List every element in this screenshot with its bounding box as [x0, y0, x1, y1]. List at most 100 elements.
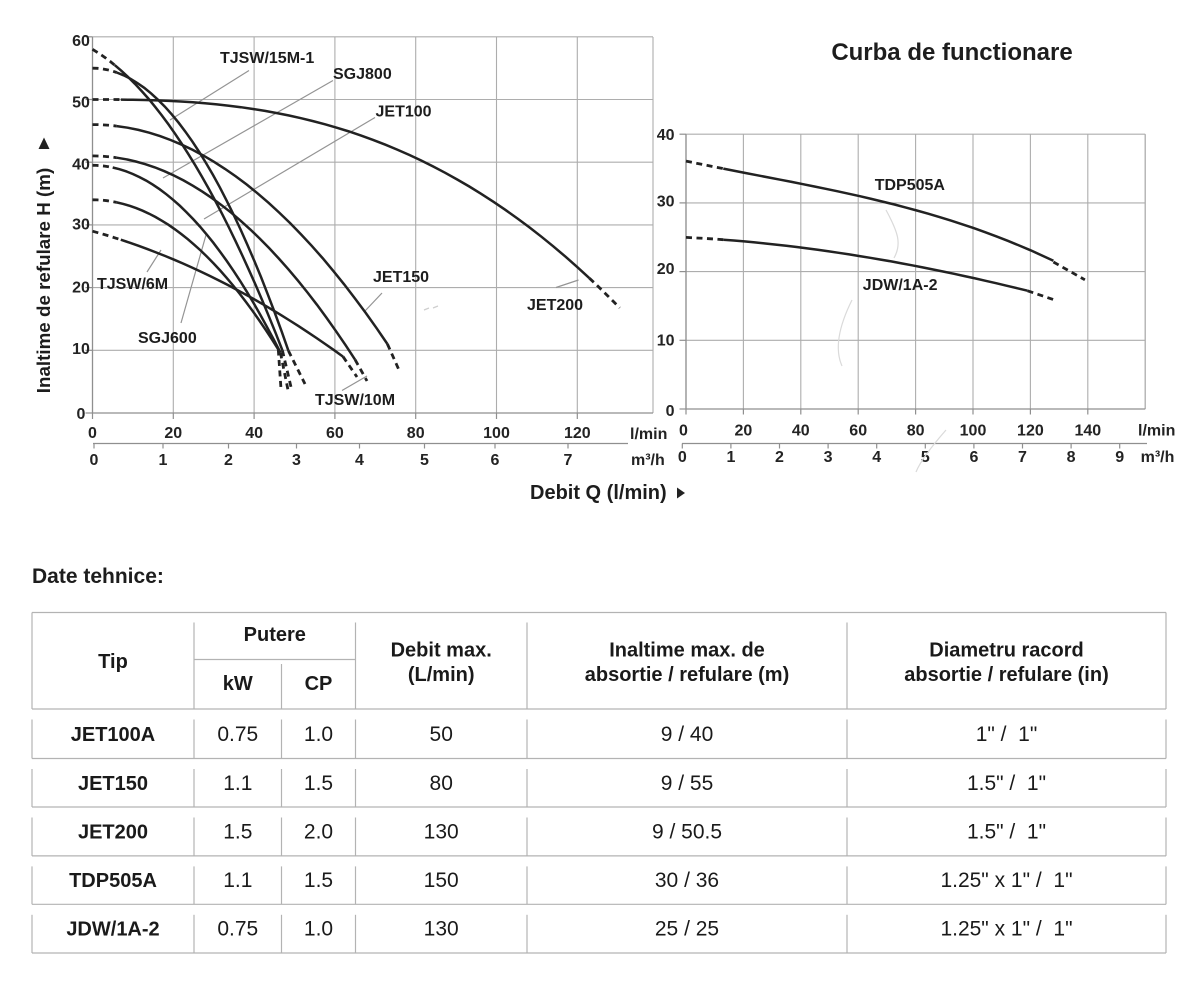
svg-text:CP: CP [305, 673, 333, 695]
svg-text:Inaltime de refulare H (m): Inaltime de refulare H (m) [33, 168, 54, 393]
svg-text:Diametru racord: Diametru racord [929, 640, 1084, 662]
svg-text:1.5: 1.5 [223, 821, 252, 844]
svg-text:9 / 55: 9 / 55 [661, 772, 714, 795]
svg-text:Inaltime max. de: Inaltime max. de [609, 640, 765, 662]
svg-text:40: 40 [657, 127, 675, 144]
svg-text:Tip: Tip [98, 651, 128, 673]
svg-text:9 / 50.5: 9 / 50.5 [652, 821, 722, 844]
svg-text:20: 20 [72, 280, 90, 297]
svg-text:Putere: Putere [244, 624, 306, 646]
svg-text:TJSW/10M: TJSW/10M [315, 392, 395, 409]
svg-text:4: 4 [355, 452, 364, 469]
svg-text:m³/h: m³/h [1141, 449, 1175, 466]
svg-text:0: 0 [77, 406, 86, 423]
svg-text:120: 120 [1017, 423, 1044, 440]
svg-text:JET100: JET100 [376, 104, 432, 121]
svg-text:JDW/1A-2: JDW/1A-2 [66, 919, 159, 941]
svg-text:7: 7 [1018, 449, 1027, 466]
svg-text:5: 5 [921, 449, 930, 466]
svg-text:9 / 40: 9 / 40 [661, 723, 714, 746]
svg-text:0: 0 [678, 449, 687, 466]
svg-text:JET150: JET150 [373, 269, 429, 286]
svg-text:JET200: JET200 [78, 822, 148, 844]
svg-text:80: 80 [430, 772, 453, 795]
svg-text:40: 40 [72, 157, 90, 174]
svg-text:0: 0 [679, 423, 688, 440]
svg-text:JDW/1A-2: JDW/1A-2 [863, 277, 938, 294]
svg-text:TDP505A: TDP505A [875, 177, 946, 194]
svg-text:1.1: 1.1 [223, 772, 252, 795]
svg-text:1.25" x 1" / 1": 1.25" x 1" / 1" [940, 918, 1072, 941]
svg-text:2.0: 2.0 [304, 821, 333, 844]
svg-text:1: 1 [159, 452, 168, 469]
svg-text:0: 0 [88, 425, 97, 442]
svg-text:130: 130 [424, 918, 459, 941]
svg-text:kW: kW [223, 673, 253, 695]
svg-text:0.75: 0.75 [217, 918, 258, 941]
svg-text:20: 20 [657, 261, 675, 278]
svg-text:30 / 36: 30 / 36 [655, 869, 719, 892]
svg-text:1.5: 1.5 [304, 869, 333, 892]
svg-text:l/min: l/min [1138, 423, 1175, 440]
svg-text:2: 2 [775, 449, 784, 466]
svg-text:Curba de functionare: Curba de functionare [831, 39, 1072, 66]
svg-text:0: 0 [666, 403, 675, 420]
svg-text:3: 3 [824, 449, 833, 466]
svg-text:4: 4 [872, 449, 881, 466]
svg-text:60: 60 [72, 33, 90, 50]
svg-text:60: 60 [326, 425, 344, 442]
svg-text:SGJ800: SGJ800 [333, 66, 392, 83]
svg-text:1: 1 [726, 449, 735, 466]
svg-text:Debit max.: Debit max. [391, 640, 492, 662]
svg-text:100: 100 [483, 425, 510, 442]
svg-text:10: 10 [72, 341, 90, 358]
svg-text:50: 50 [72, 95, 90, 112]
svg-text:80: 80 [407, 425, 425, 442]
svg-text:1.5" / 1": 1.5" / 1" [967, 772, 1046, 795]
svg-text:JET150: JET150 [78, 773, 148, 795]
svg-text:60: 60 [849, 423, 867, 440]
svg-text:120: 120 [564, 425, 591, 442]
svg-text:1.1: 1.1 [223, 869, 252, 892]
svg-text:TDP505A: TDP505A [69, 870, 157, 892]
svg-text:Date tehnice:: Date tehnice: [32, 565, 164, 588]
svg-text:6: 6 [969, 449, 978, 466]
svg-text:3: 3 [292, 452, 301, 469]
svg-text:m³/h: m³/h [631, 452, 665, 469]
svg-text:absortie / refulare (in): absortie / refulare (in) [904, 664, 1109, 686]
svg-text:1.5: 1.5 [304, 772, 333, 795]
svg-text:JET100A: JET100A [71, 724, 156, 746]
svg-text:9: 9 [1115, 449, 1124, 466]
svg-text:6: 6 [491, 452, 500, 469]
svg-text:JET200: JET200 [527, 297, 583, 314]
svg-text:1.0: 1.0 [304, 723, 333, 746]
svg-text:1.25" x 1" / 1": 1.25" x 1" / 1" [940, 869, 1072, 892]
svg-text:80: 80 [907, 423, 925, 440]
svg-text:140: 140 [1074, 423, 1101, 440]
svg-text:2: 2 [224, 452, 233, 469]
svg-text:TJSW/6M: TJSW/6M [97, 276, 168, 293]
svg-text:SGJ600: SGJ600 [138, 330, 197, 347]
svg-text:40: 40 [245, 425, 263, 442]
svg-text:30: 30 [657, 194, 675, 211]
svg-text:1" / 1": 1" / 1" [976, 723, 1038, 746]
svg-text:20: 20 [735, 423, 753, 440]
svg-text:40: 40 [792, 423, 810, 440]
svg-text:TJSW/15M-1: TJSW/15M-1 [220, 50, 314, 67]
svg-text:100: 100 [960, 423, 987, 440]
svg-text:150: 150 [424, 869, 459, 892]
svg-text:30: 30 [72, 217, 90, 234]
svg-text:50: 50 [430, 723, 453, 746]
svg-text:absortie / refulare (m): absortie / refulare (m) [585, 664, 790, 686]
svg-text:1.5" / 1": 1.5" / 1" [967, 821, 1046, 844]
svg-text:5: 5 [420, 452, 429, 469]
svg-text:8: 8 [1067, 449, 1076, 466]
svg-text:1.0: 1.0 [304, 918, 333, 941]
svg-text:Debit Q (l/min): Debit Q (l/min) [530, 482, 667, 504]
svg-text:0.75: 0.75 [217, 723, 258, 746]
svg-text:25 / 25: 25 / 25 [655, 918, 719, 941]
svg-text:130: 130 [424, 821, 459, 844]
svg-text:l/min: l/min [630, 426, 667, 443]
svg-text:7: 7 [564, 452, 573, 469]
svg-text:0: 0 [90, 452, 99, 469]
